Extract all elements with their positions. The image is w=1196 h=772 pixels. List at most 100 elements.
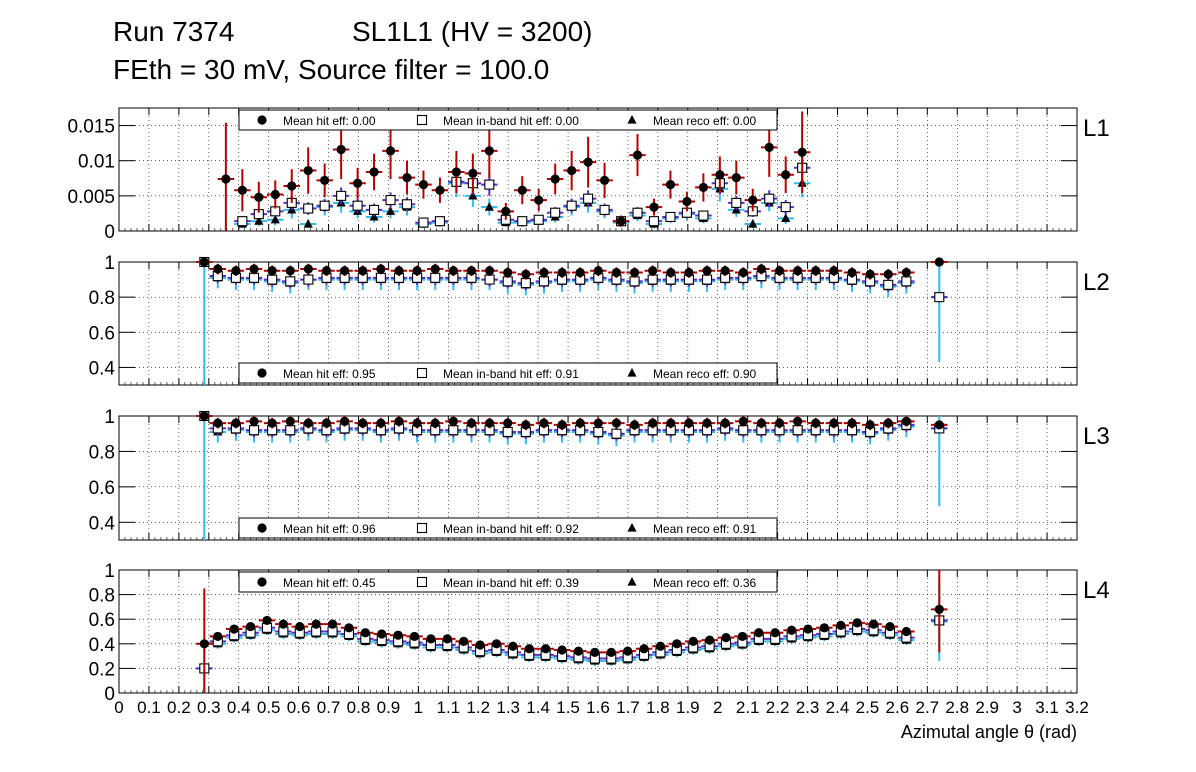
data-point-hit bbox=[426, 634, 436, 644]
data-point-hit bbox=[731, 172, 741, 183]
legend-marker-hit bbox=[257, 115, 267, 125]
data-point-hit bbox=[517, 185, 527, 195]
data-point-hit bbox=[836, 620, 846, 630]
data-point-hit bbox=[705, 635, 715, 645]
x-tick-label: 0.1 bbox=[137, 698, 161, 717]
x-tick-label: 2.1 bbox=[736, 698, 760, 717]
y-tick-label: 0.6 bbox=[89, 323, 115, 344]
y-tick-label: 0.8 bbox=[89, 288, 115, 309]
data-point-hit bbox=[327, 619, 338, 629]
legend-label-inband: Mean in-band hit eff: 0.91 bbox=[443, 367, 579, 381]
legend-label-reco: Mean reco eff: 0.91 bbox=[653, 522, 757, 536]
y-tick-label: 1 bbox=[104, 561, 115, 582]
data-point-hit bbox=[648, 418, 658, 428]
data-point-hit bbox=[590, 647, 600, 658]
data-point-inband bbox=[934, 292, 945, 303]
data-point-hit bbox=[639, 644, 649, 654]
legend: Mean hit eff: 0.45 Mean in-band hit eff: … bbox=[238, 571, 778, 593]
data-point-hit bbox=[430, 264, 440, 274]
data-point-inband bbox=[698, 210, 709, 221]
series-reco bbox=[196, 582, 948, 691]
panel-l3: 0.4 0.6 0.8 1 L3 Mean hit eff: 0.96 Mean in-ba… bbox=[89, 407, 1110, 541]
data-point-hit bbox=[682, 196, 692, 207]
legend: Mean hit eff: 0.00 Mean in-band hit eff: … bbox=[238, 109, 778, 131]
data-point-hit bbox=[448, 416, 458, 426]
data-point-hit bbox=[901, 416, 911, 426]
y-tick-label: 0.005 bbox=[67, 187, 115, 208]
data-point-hit bbox=[393, 630, 403, 640]
legend-label-reco: Mean reco eff: 0.90 bbox=[653, 367, 757, 381]
x-tick-label: 1.1 bbox=[436, 698, 460, 717]
data-point-inband bbox=[517, 216, 528, 227]
data-point-hit bbox=[593, 266, 603, 276]
data-point-hit bbox=[213, 631, 223, 642]
data-point-inband bbox=[629, 276, 640, 287]
data-point-hit bbox=[885, 621, 895, 632]
data-point-hit bbox=[616, 216, 626, 226]
data-point-hit bbox=[623, 646, 633, 656]
data-point-hit bbox=[550, 174, 560, 184]
data-point-hit bbox=[774, 418, 785, 428]
data-point-hit bbox=[632, 150, 643, 160]
data-point-hit bbox=[534, 195, 544, 205]
data-point-hit bbox=[376, 418, 386, 428]
x-tick-label: 1.7 bbox=[616, 698, 640, 717]
data-point-hit bbox=[698, 182, 708, 193]
panel-label: L3 bbox=[1083, 423, 1110, 450]
x-tick-label: 1.9 bbox=[676, 698, 700, 717]
data-point-hit bbox=[557, 645, 567, 655]
data-point-hit bbox=[278, 619, 288, 629]
data-point-hit bbox=[573, 646, 584, 656]
data-point-inband bbox=[550, 207, 561, 218]
data-point-hit bbox=[702, 418, 712, 428]
data-point-hit bbox=[819, 623, 829, 633]
data-point-inband bbox=[738, 425, 749, 436]
legend-label-inband: Mean in-band hit eff: 0.00 bbox=[443, 114, 579, 128]
data-point-hit bbox=[213, 264, 223, 274]
data-point-hit bbox=[649, 202, 659, 212]
data-point-hit bbox=[412, 266, 422, 276]
data-point-hit bbox=[852, 618, 862, 628]
legend-marker-hit bbox=[257, 577, 267, 587]
data-point-hit bbox=[575, 267, 585, 278]
data-point-hit bbox=[934, 604, 944, 614]
y-tick-label: 0.6 bbox=[89, 610, 115, 631]
data-point-hit bbox=[459, 636, 469, 646]
data-point-inband bbox=[418, 217, 429, 228]
data-point-hit bbox=[539, 267, 549, 278]
data-point-hit bbox=[803, 624, 813, 634]
legend-marker-reco bbox=[627, 368, 637, 377]
legend-marker-hit bbox=[257, 523, 267, 533]
data-point-reco bbox=[303, 218, 313, 228]
x-tick-label: 0.2 bbox=[167, 698, 191, 717]
data-point-hit bbox=[377, 629, 387, 639]
series-inband bbox=[196, 615, 948, 674]
data-point-hit bbox=[593, 418, 603, 428]
data-point-hit bbox=[501, 206, 511, 216]
data-point-hit bbox=[213, 418, 223, 428]
data-point-hit bbox=[199, 411, 209, 421]
data-point-hit bbox=[611, 418, 622, 428]
data-point-hit bbox=[901, 626, 911, 637]
data-point-hit bbox=[409, 631, 420, 642]
data-point-inband bbox=[533, 214, 544, 225]
data-point-hit bbox=[394, 416, 404, 426]
data-point-hit bbox=[883, 418, 893, 428]
legend-marker-reco bbox=[627, 523, 637, 532]
y-tick-label: 0 bbox=[104, 222, 115, 243]
data-point-hit bbox=[738, 267, 748, 278]
series-hit bbox=[196, 570, 948, 693]
data-point-inband bbox=[731, 197, 742, 208]
data-point-hit bbox=[770, 628, 780, 638]
data-point-reco bbox=[781, 213, 791, 222]
data-point-hit bbox=[720, 266, 730, 276]
data-point-reco bbox=[385, 206, 396, 215]
legend-label-inband: Mean in-band hit eff: 0.92 bbox=[443, 522, 579, 536]
y-tick-label: 0.4 bbox=[89, 358, 116, 379]
data-point-hit bbox=[786, 625, 797, 635]
legend-marker-hit bbox=[257, 368, 267, 378]
series-hit bbox=[196, 257, 948, 280]
data-point-hit bbox=[865, 420, 875, 430]
data-point-hit bbox=[303, 418, 313, 428]
data-point-hit bbox=[781, 170, 791, 180]
